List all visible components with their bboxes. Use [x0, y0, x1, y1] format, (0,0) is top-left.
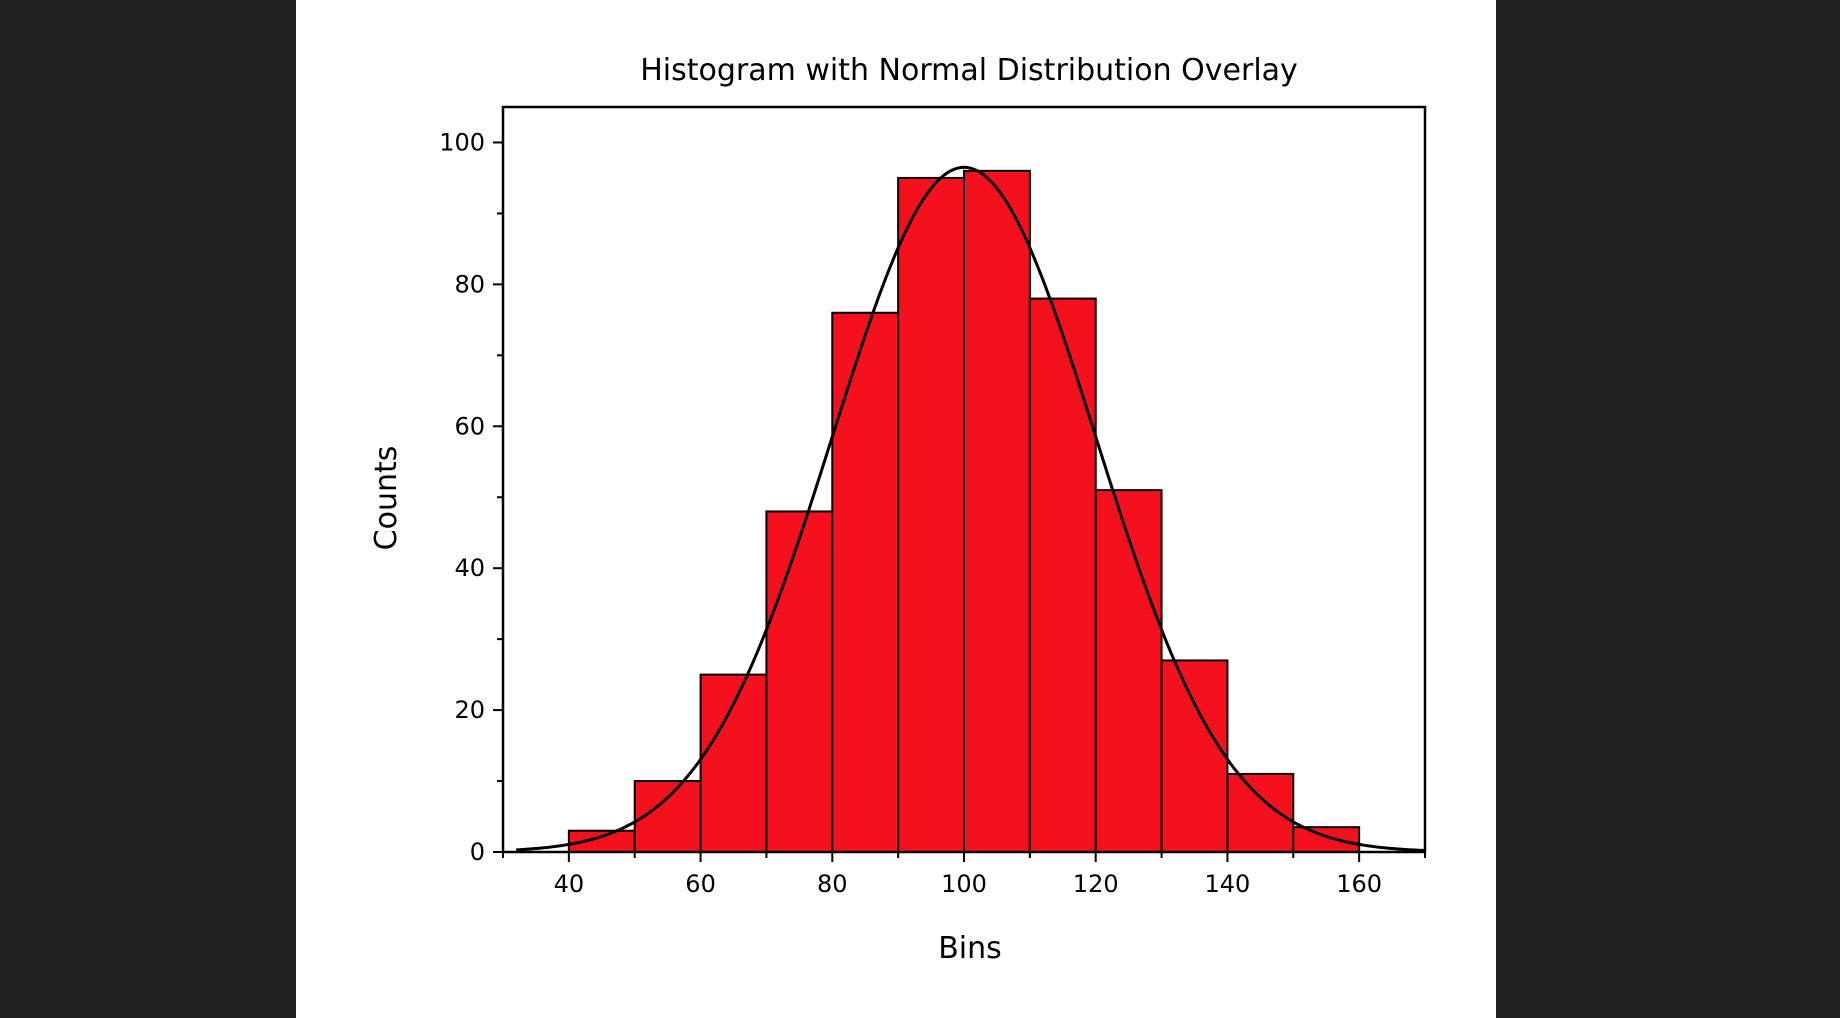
histogram-bar [963, 169, 1031, 854]
histogram-bar [765, 510, 834, 853]
histogram-bar [1292, 826, 1361, 854]
y-tick-label: 40 [454, 554, 485, 582]
x-axis-label: Bins [938, 931, 1002, 966]
histogram-bar [1028, 297, 1097, 854]
x-tick-label: 140 [1205, 870, 1251, 898]
chart-title: Histogram with Normal Distribution Overl… [640, 53, 1298, 88]
y-tick-label: 80 [454, 270, 485, 298]
histogram-bar [897, 176, 966, 853]
y-tick-label: 100 [439, 128, 485, 156]
histogram-bar [831, 311, 900, 853]
bars-group [567, 169, 1361, 854]
histogram-bar [1226, 772, 1295, 854]
y-axis-ticks: 0 20 40 60 80 100 [439, 128, 503, 866]
x-tick-label: 160 [1336, 870, 1382, 898]
histogram-bar [1160, 659, 1229, 854]
x-tick-label: 60 [685, 870, 716, 898]
x-tick-label: 80 [817, 870, 848, 898]
histogram-bar [1094, 489, 1163, 853]
x-axis-ticks: 40 60 80 100 120 140 160 [502, 852, 1426, 898]
x-tick-label: 100 [941, 870, 987, 898]
y-axis-label: Counts [369, 446, 404, 551]
y-tick-label: 0 [470, 838, 485, 866]
y-tick-label: 60 [454, 412, 485, 440]
normal-curve [516, 165, 1426, 852]
x-tick-label: 120 [1073, 870, 1119, 898]
y-tick-label: 20 [454, 696, 485, 724]
chart-canvas: Histogram with Normal Distribution Overl… [296, 0, 1496, 1018]
x-tick-label: 40 [554, 870, 585, 898]
histogram-chart: Histogram with Normal Distribution Overl… [369, 53, 1427, 966]
